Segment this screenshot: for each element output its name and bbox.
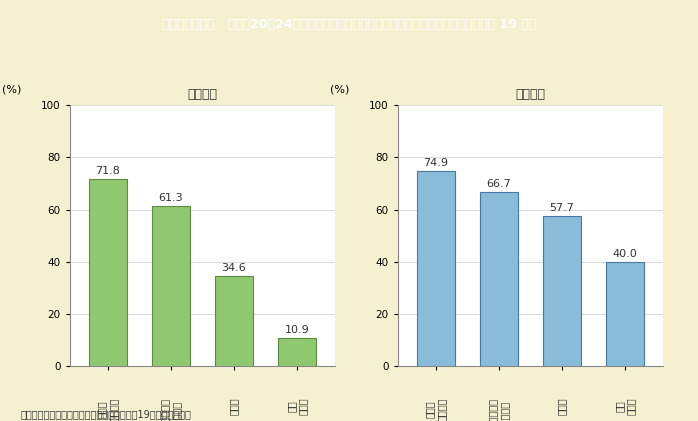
- Text: 71.8: 71.8: [95, 166, 120, 176]
- Text: 高校卒: 高校卒: [557, 397, 567, 415]
- Text: 小・
中学卒: 小・ 中学卒: [614, 397, 636, 415]
- Bar: [279, 338, 316, 366]
- Title: 〈男性〉: 〈男性〉: [516, 88, 545, 101]
- Text: 第１－５－９図   男女別20～24歳層（在学者を除く）人口に占める正規雇用者の比率（平成 19 年）: 第１－５－９図 男女別20～24歳層（在学者を除く）人口に占める正規雇用者の比率…: [162, 18, 536, 31]
- Text: 57.7: 57.7: [549, 203, 574, 213]
- Bar: [543, 216, 581, 366]
- Text: 専門学校・短大・
高等専門学校卒: 専門学校・短大・ 高等専門学校卒: [160, 397, 181, 421]
- Title: 〈女性〉: 〈女性〉: [188, 88, 217, 101]
- Text: 34.6: 34.6: [222, 263, 246, 273]
- Bar: [215, 276, 253, 366]
- Y-axis label: (%): (%): [330, 85, 349, 95]
- Bar: [417, 171, 454, 366]
- Text: 小・
中学卒: 小・ 中学卒: [286, 397, 308, 415]
- Text: 74.9: 74.9: [423, 157, 448, 168]
- Text: 40.0: 40.0: [613, 249, 637, 259]
- Text: 10.9: 10.9: [285, 325, 309, 335]
- Text: 大学、
大学院卒: 大学、 大学院卒: [97, 397, 119, 421]
- Text: 61.3: 61.3: [158, 193, 183, 203]
- Y-axis label: (%): (%): [2, 85, 21, 95]
- Bar: [480, 192, 518, 366]
- Bar: [607, 262, 644, 366]
- Text: 高校卒: 高校卒: [229, 397, 239, 415]
- Text: 大学、
大学院卒: 大学、 大学院卒: [425, 397, 447, 421]
- Bar: [152, 206, 190, 366]
- Bar: [89, 179, 126, 366]
- Text: 66.7: 66.7: [487, 179, 511, 189]
- Text: （備考）総務省「就業構造基本調査」（平成19年）より作成。: （備考）総務省「就業構造基本調査」（平成19年）より作成。: [21, 409, 192, 419]
- Text: 専門学校・短大・
高等専門学校卒: 専門学校・短大・ 高等専門学校卒: [488, 397, 510, 421]
